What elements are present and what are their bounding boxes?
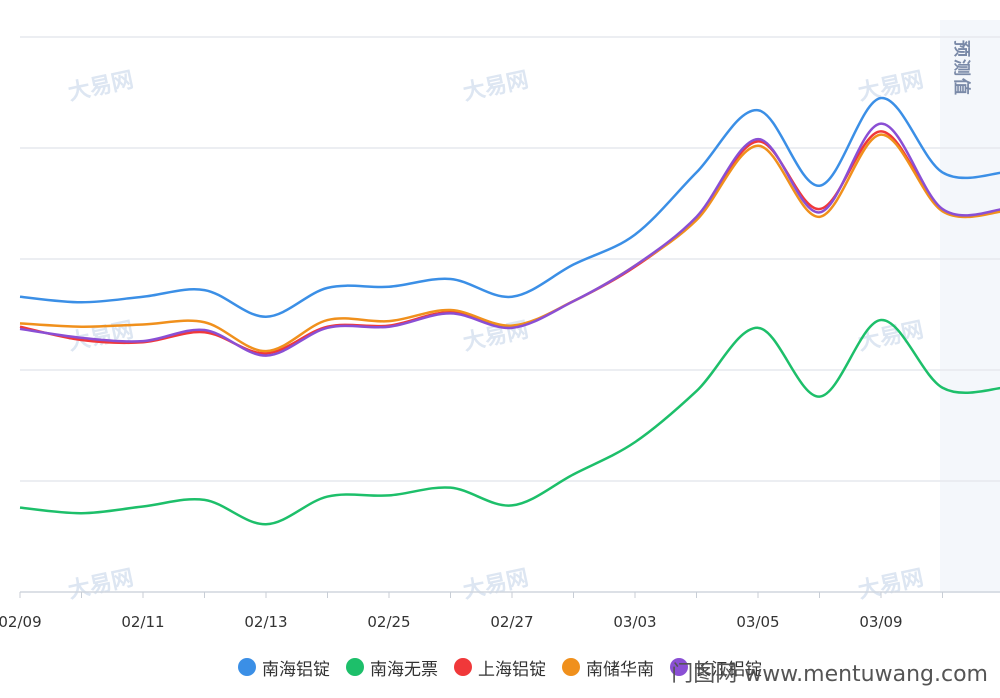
series-line-南海无票 (19, 318, 1000, 526)
x-tick-label: 02/11 (121, 613, 164, 631)
legend: 南海铝锭 南海无票 上海铝锭 南储华南 长江铝锭 (0, 652, 1000, 682)
x-tick-label: 03/03 (613, 613, 656, 631)
legend-marker-icon (670, 658, 688, 676)
watermark-text: 大易网 (856, 68, 926, 106)
x-axis-ticks: 02/09 02/11 02/13 02/25 02/27 03/03 03/05 03/09 (0, 592, 943, 631)
legend-label: 南海无票 (370, 659, 438, 680)
x-tick-label: 02/09 (0, 613, 42, 631)
series-line-南储华南 (19, 133, 1000, 353)
legend-label: 南储华南 (586, 659, 654, 680)
x-tick-label: 03/05 (736, 613, 779, 631)
legend-marker-icon (454, 658, 472, 676)
grid-lines (20, 36, 1000, 482)
legend-marker-icon (562, 658, 580, 676)
series-line-南海铝锭 (19, 96, 1000, 318)
legend-item[interactable]: 南海无票 (346, 655, 438, 680)
legend-item[interactable]: 南海铝锭 (238, 655, 330, 680)
legend-item[interactable]: 长江铝锭 (670, 655, 762, 680)
series-line-长江铝锭 (19, 122, 1000, 357)
watermark-text: 大易网 (856, 566, 926, 604)
legend-item[interactable]: 上海铝锭 (454, 655, 546, 680)
legend-marker-icon (238, 658, 256, 676)
watermark-text: 大易网 (66, 68, 136, 106)
legend-label: 南海铝锭 (262, 659, 330, 680)
x-tick-label: 03/09 (859, 613, 902, 631)
x-tick-label: 02/27 (490, 613, 533, 631)
watermark-text: 大易网 (461, 68, 531, 106)
watermark-text: 大易网 (66, 566, 136, 604)
series-lines (19, 96, 1000, 526)
forecast-label: 预测值 (951, 40, 972, 97)
site-watermark: 门图网 www.mentuwang.com (671, 662, 988, 687)
watermark-text: 大易网 (461, 566, 531, 604)
legend-label: 长江铝锭 (694, 659, 762, 680)
legend-marker-icon (346, 658, 364, 676)
x-tick-label: 02/25 (367, 613, 410, 631)
legend-item[interactable]: 南储华南 (562, 655, 654, 680)
legend-label: 上海铝锭 (478, 659, 546, 680)
x-tick-label: 02/13 (244, 613, 287, 631)
forecast-region (940, 20, 1000, 593)
